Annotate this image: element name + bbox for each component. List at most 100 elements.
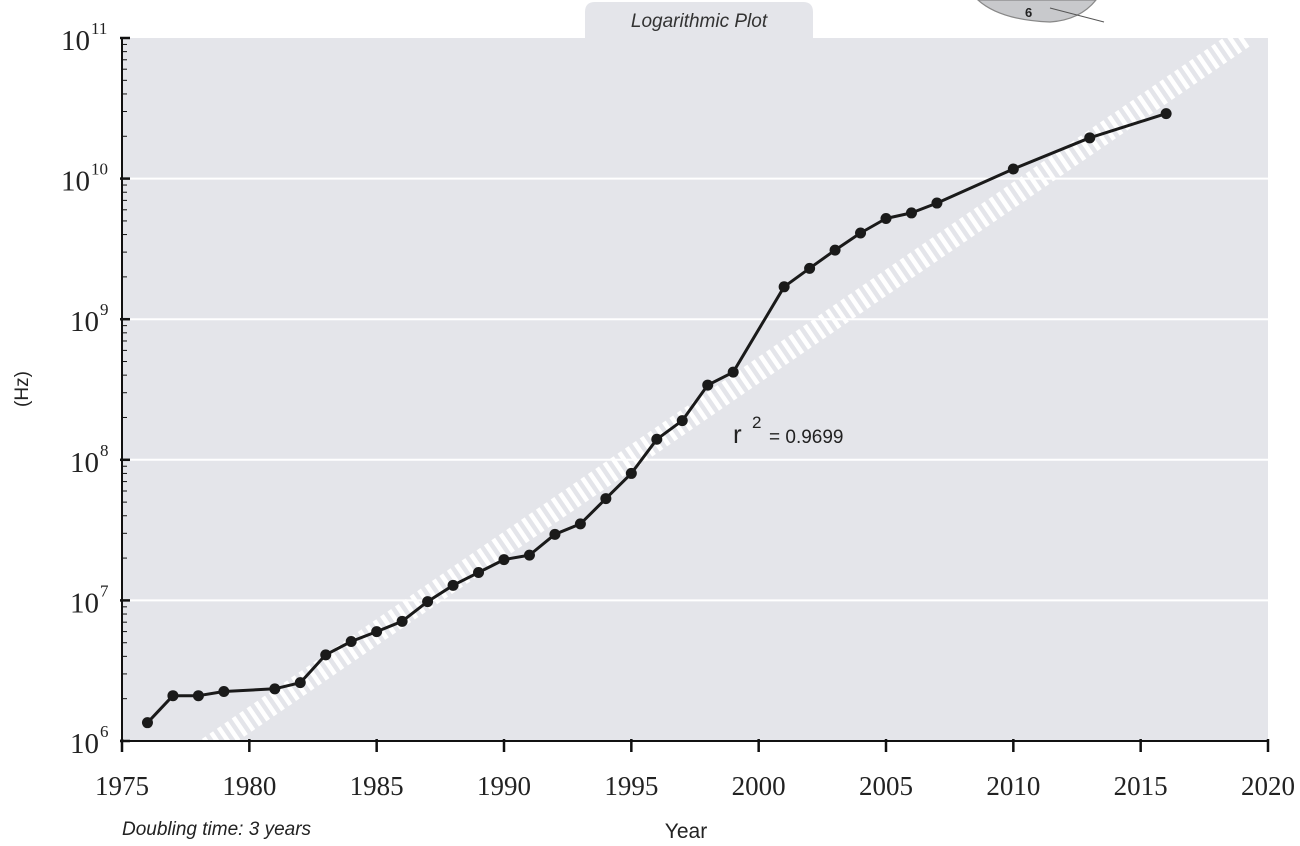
trendline-hatch xyxy=(958,216,975,238)
data-point xyxy=(778,281,790,293)
trendline-hatch xyxy=(253,700,271,722)
trendline-hatch xyxy=(1040,160,1057,182)
doubling-time-note: Doubling time: 3 years xyxy=(122,819,312,840)
trendline-hatch xyxy=(491,537,508,559)
trendline-hatch xyxy=(869,277,886,299)
trendline-hatch xyxy=(1107,115,1124,136)
r2-label: r xyxy=(733,419,742,449)
trendline-hatch xyxy=(795,328,812,350)
data-point xyxy=(218,685,230,697)
data-point xyxy=(422,596,434,608)
trendline-hatch xyxy=(884,267,901,289)
data-point xyxy=(855,227,867,239)
data-point xyxy=(192,690,204,702)
trendline-hatch xyxy=(261,695,278,717)
trendline-hatch xyxy=(929,237,946,258)
trendline-hatch xyxy=(182,753,194,771)
trendline-hatch xyxy=(610,456,627,477)
series-group xyxy=(141,108,1172,729)
data-point xyxy=(345,636,357,648)
trendline-hatch xyxy=(1136,94,1154,116)
trendline-hatch xyxy=(1018,176,1035,197)
trendline-hatch xyxy=(892,262,909,284)
x-tick-label: 2015 xyxy=(1114,771,1168,801)
data-point xyxy=(676,415,688,427)
trendline-hatch xyxy=(1122,104,1139,126)
trendline-hatch xyxy=(196,743,208,761)
trendline-hatch xyxy=(639,435,656,457)
trendline-hatch xyxy=(1062,145,1079,167)
trendline-hatch xyxy=(921,242,938,264)
trendline-hatch xyxy=(943,227,961,248)
trendline-hatch xyxy=(1099,120,1116,141)
data-point xyxy=(396,615,408,627)
trendline xyxy=(167,38,1250,781)
trendline-hatch xyxy=(721,379,738,401)
trendline-hatch xyxy=(239,710,256,732)
data-point xyxy=(473,566,485,578)
data-point xyxy=(167,690,179,702)
data-point xyxy=(651,433,663,445)
y-axis-label: (Hz) xyxy=(12,371,33,407)
data-point xyxy=(1007,163,1019,175)
trendline-hatch xyxy=(617,451,634,472)
r2-value: = 0.9699 xyxy=(769,427,844,448)
data-point xyxy=(1160,108,1172,120)
trendline-hatch xyxy=(966,211,983,233)
data-point xyxy=(294,677,306,689)
chart-title: Logarithmic Plot xyxy=(631,11,768,32)
trendline-hatch xyxy=(216,726,231,741)
data-point xyxy=(320,649,332,661)
trendline-hatch xyxy=(773,344,790,365)
data-point xyxy=(727,366,739,378)
trendline-hatch xyxy=(231,716,248,737)
y-tick-exponent: 6 xyxy=(100,722,109,741)
trendline-hatch xyxy=(298,670,315,691)
x-tick-label: 1995 xyxy=(604,771,658,801)
trendline-hatch xyxy=(268,690,285,712)
trendline-hatch xyxy=(380,614,397,635)
trendline-hatch xyxy=(699,395,716,416)
trendline-hatch xyxy=(624,446,642,467)
data-point xyxy=(1084,132,1096,144)
trendline-hatch xyxy=(788,334,805,355)
trendline-hatch xyxy=(1211,43,1228,65)
trendline-hatch xyxy=(951,221,968,243)
trendline-hatch xyxy=(810,318,827,340)
trendline-hatch xyxy=(1055,150,1072,172)
trendline-hatch xyxy=(684,405,701,427)
trendline-hatch xyxy=(543,502,560,523)
trendline-hatch xyxy=(1003,186,1020,207)
data-point xyxy=(498,554,510,566)
y-tick-exponent: 11 xyxy=(91,19,107,38)
trendline-hatch xyxy=(862,283,879,304)
trendline-hatch xyxy=(224,721,241,741)
trendline-hatch xyxy=(817,313,834,335)
trendline-hatch xyxy=(1159,79,1176,101)
trendline-hatch xyxy=(476,547,493,569)
data-point xyxy=(931,197,943,209)
grid-lines xyxy=(122,177,1268,602)
trendline-hatch xyxy=(572,481,590,503)
trendline-hatch xyxy=(1203,48,1220,70)
trendline-hatch xyxy=(305,665,322,686)
data-point xyxy=(905,207,917,219)
trendline-hatch xyxy=(483,542,501,564)
data-point xyxy=(269,683,281,695)
title-tab: Logarithmic Plot xyxy=(585,2,813,38)
x-tick-label: 1975 xyxy=(95,771,149,801)
trendline-hatch xyxy=(832,303,849,325)
trendline-hatch xyxy=(513,522,530,544)
trendline-hatch xyxy=(728,374,745,396)
trendline-hatch xyxy=(758,354,775,376)
trendline-hatch xyxy=(706,390,723,411)
trendline-hatch xyxy=(780,339,797,360)
trendline-hatch xyxy=(1025,171,1042,192)
trendline-hatch xyxy=(743,364,760,386)
plot-area xyxy=(122,38,1268,741)
trendline-hatch xyxy=(167,763,179,781)
trendline-hatch xyxy=(1181,64,1198,85)
trendline-hatch xyxy=(899,257,916,279)
